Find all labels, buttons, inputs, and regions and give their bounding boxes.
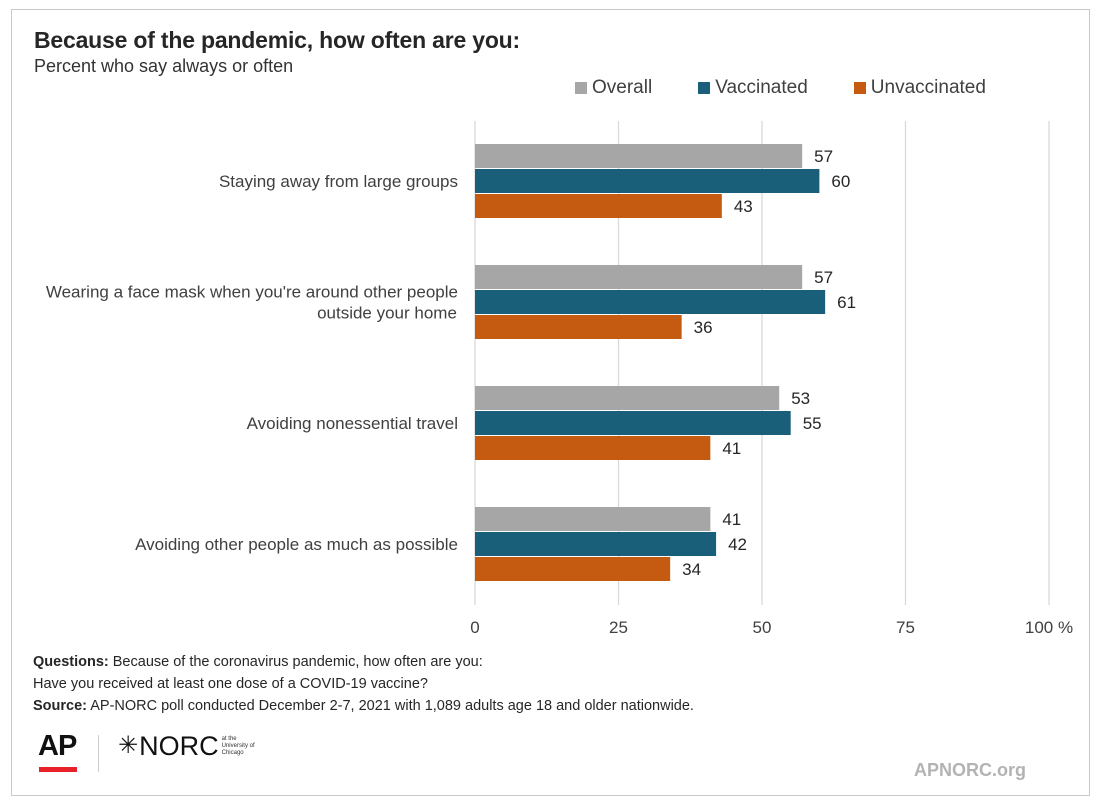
bar-vaccinated	[475, 411, 791, 435]
data-label: 41	[722, 510, 741, 529]
bar-overall	[475, 265, 803, 289]
legend-swatch-unvaccinated	[853, 82, 866, 94]
legend-item-vaccinated: Vaccinated	[698, 77, 808, 99]
category-label-line: outside your home	[317, 304, 457, 323]
x-tick-label: 50	[753, 618, 772, 637]
bar-vaccinated	[475, 532, 717, 556]
legend-label-vaccinated: Vaccinated	[715, 77, 808, 98]
data-label: 34	[682, 560, 701, 579]
x-tick-label: 25	[609, 618, 628, 637]
x-tick-label: 75	[896, 618, 915, 637]
legend-swatch-overall	[575, 82, 587, 94]
chart-title: Because of the pandemic, how often are y…	[34, 27, 520, 53]
norc-logo: ✳ NORC at the University of Chicago	[118, 731, 255, 761]
category-label-line: Staying away from large groups	[219, 172, 458, 191]
norc-subtext-line: Chicago	[221, 749, 244, 756]
chart-frame	[11, 9, 1090, 796]
norc-subtext-line: at the	[221, 735, 237, 742]
logo-divider	[98, 735, 99, 772]
bar-unvaccinated	[475, 557, 671, 581]
chart-subtitle: Percent who say always or often	[34, 56, 294, 76]
bar-vaccinated	[475, 290, 826, 314]
legend-label-overall: Overall	[592, 77, 653, 98]
bar-unvaccinated	[475, 194, 722, 218]
category-label: Avoiding nonessential travel	[247, 414, 458, 433]
source-note: Source: AP-NORC poll conducted December …	[33, 695, 694, 717]
category-label-line: Wearing a face mask when you're around o…	[46, 283, 458, 302]
source-text: AP-NORC poll conducted December 2-7, 202…	[87, 698, 694, 714]
norc-logo-text: NORC	[139, 731, 219, 761]
data-label: 55	[803, 414, 822, 433]
x-tick-label: 0	[470, 618, 479, 637]
x-tick-label: 100 %	[1025, 618, 1073, 637]
ap-logo-accent	[39, 767, 77, 772]
questions-label: Questions:	[33, 654, 109, 670]
bar-unvaccinated	[475, 315, 682, 339]
category-label: Avoiding other people as much as possibl…	[135, 535, 458, 554]
data-label: 57	[814, 147, 833, 166]
ap-logo: AP	[38, 730, 77, 762]
norc-subtext-line: University of	[221, 742, 255, 749]
legend-item-overall: Overall	[575, 77, 652, 99]
data-label: 42	[728, 535, 747, 554]
bar-vaccinated	[475, 169, 820, 193]
legend-swatch-vaccinated	[698, 82, 711, 94]
questions-note-line2: Have you received at least one dose of a…	[33, 676, 428, 692]
norc-logo-subtext: at the University of Chicago	[222, 736, 255, 757]
category-label-line: Avoiding nonessential travel	[247, 414, 458, 433]
chart-legend: Overall Vaccinated Unvaccinated	[575, 77, 986, 99]
norc-star-icon: ✳	[118, 732, 139, 759]
website-label: APNORC.org	[914, 760, 1026, 780]
questions-note: Questions: Because of the coronavirus pa…	[33, 651, 694, 673]
bar-overall	[475, 144, 803, 168]
data-label: 61	[837, 293, 856, 312]
chart-notes: Questions: Because of the coronavirus pa…	[33, 651, 694, 717]
category-label-line: Avoiding other people as much as possibl…	[135, 535, 458, 554]
data-label: 60	[831, 172, 850, 191]
data-label: 41	[722, 439, 741, 458]
data-label: 43	[734, 197, 753, 216]
data-label: 53	[791, 389, 810, 408]
data-label: 57	[814, 268, 833, 287]
bar-unvaccinated	[475, 436, 711, 460]
legend-item-unvaccinated: Unvaccinated	[853, 77, 986, 99]
category-label: Wearing a face mask when you're around o…	[46, 283, 458, 323]
legend-label-unvaccinated: Unvaccinated	[870, 77, 986, 98]
source-label: Source:	[33, 698, 87, 714]
category-label: Staying away from large groups	[219, 172, 458, 191]
bar-overall	[475, 507, 711, 531]
questions-text: Because of the coronavirus pandemic, how…	[108, 654, 483, 670]
data-label: 36	[694, 318, 713, 337]
bar-overall	[475, 386, 780, 410]
